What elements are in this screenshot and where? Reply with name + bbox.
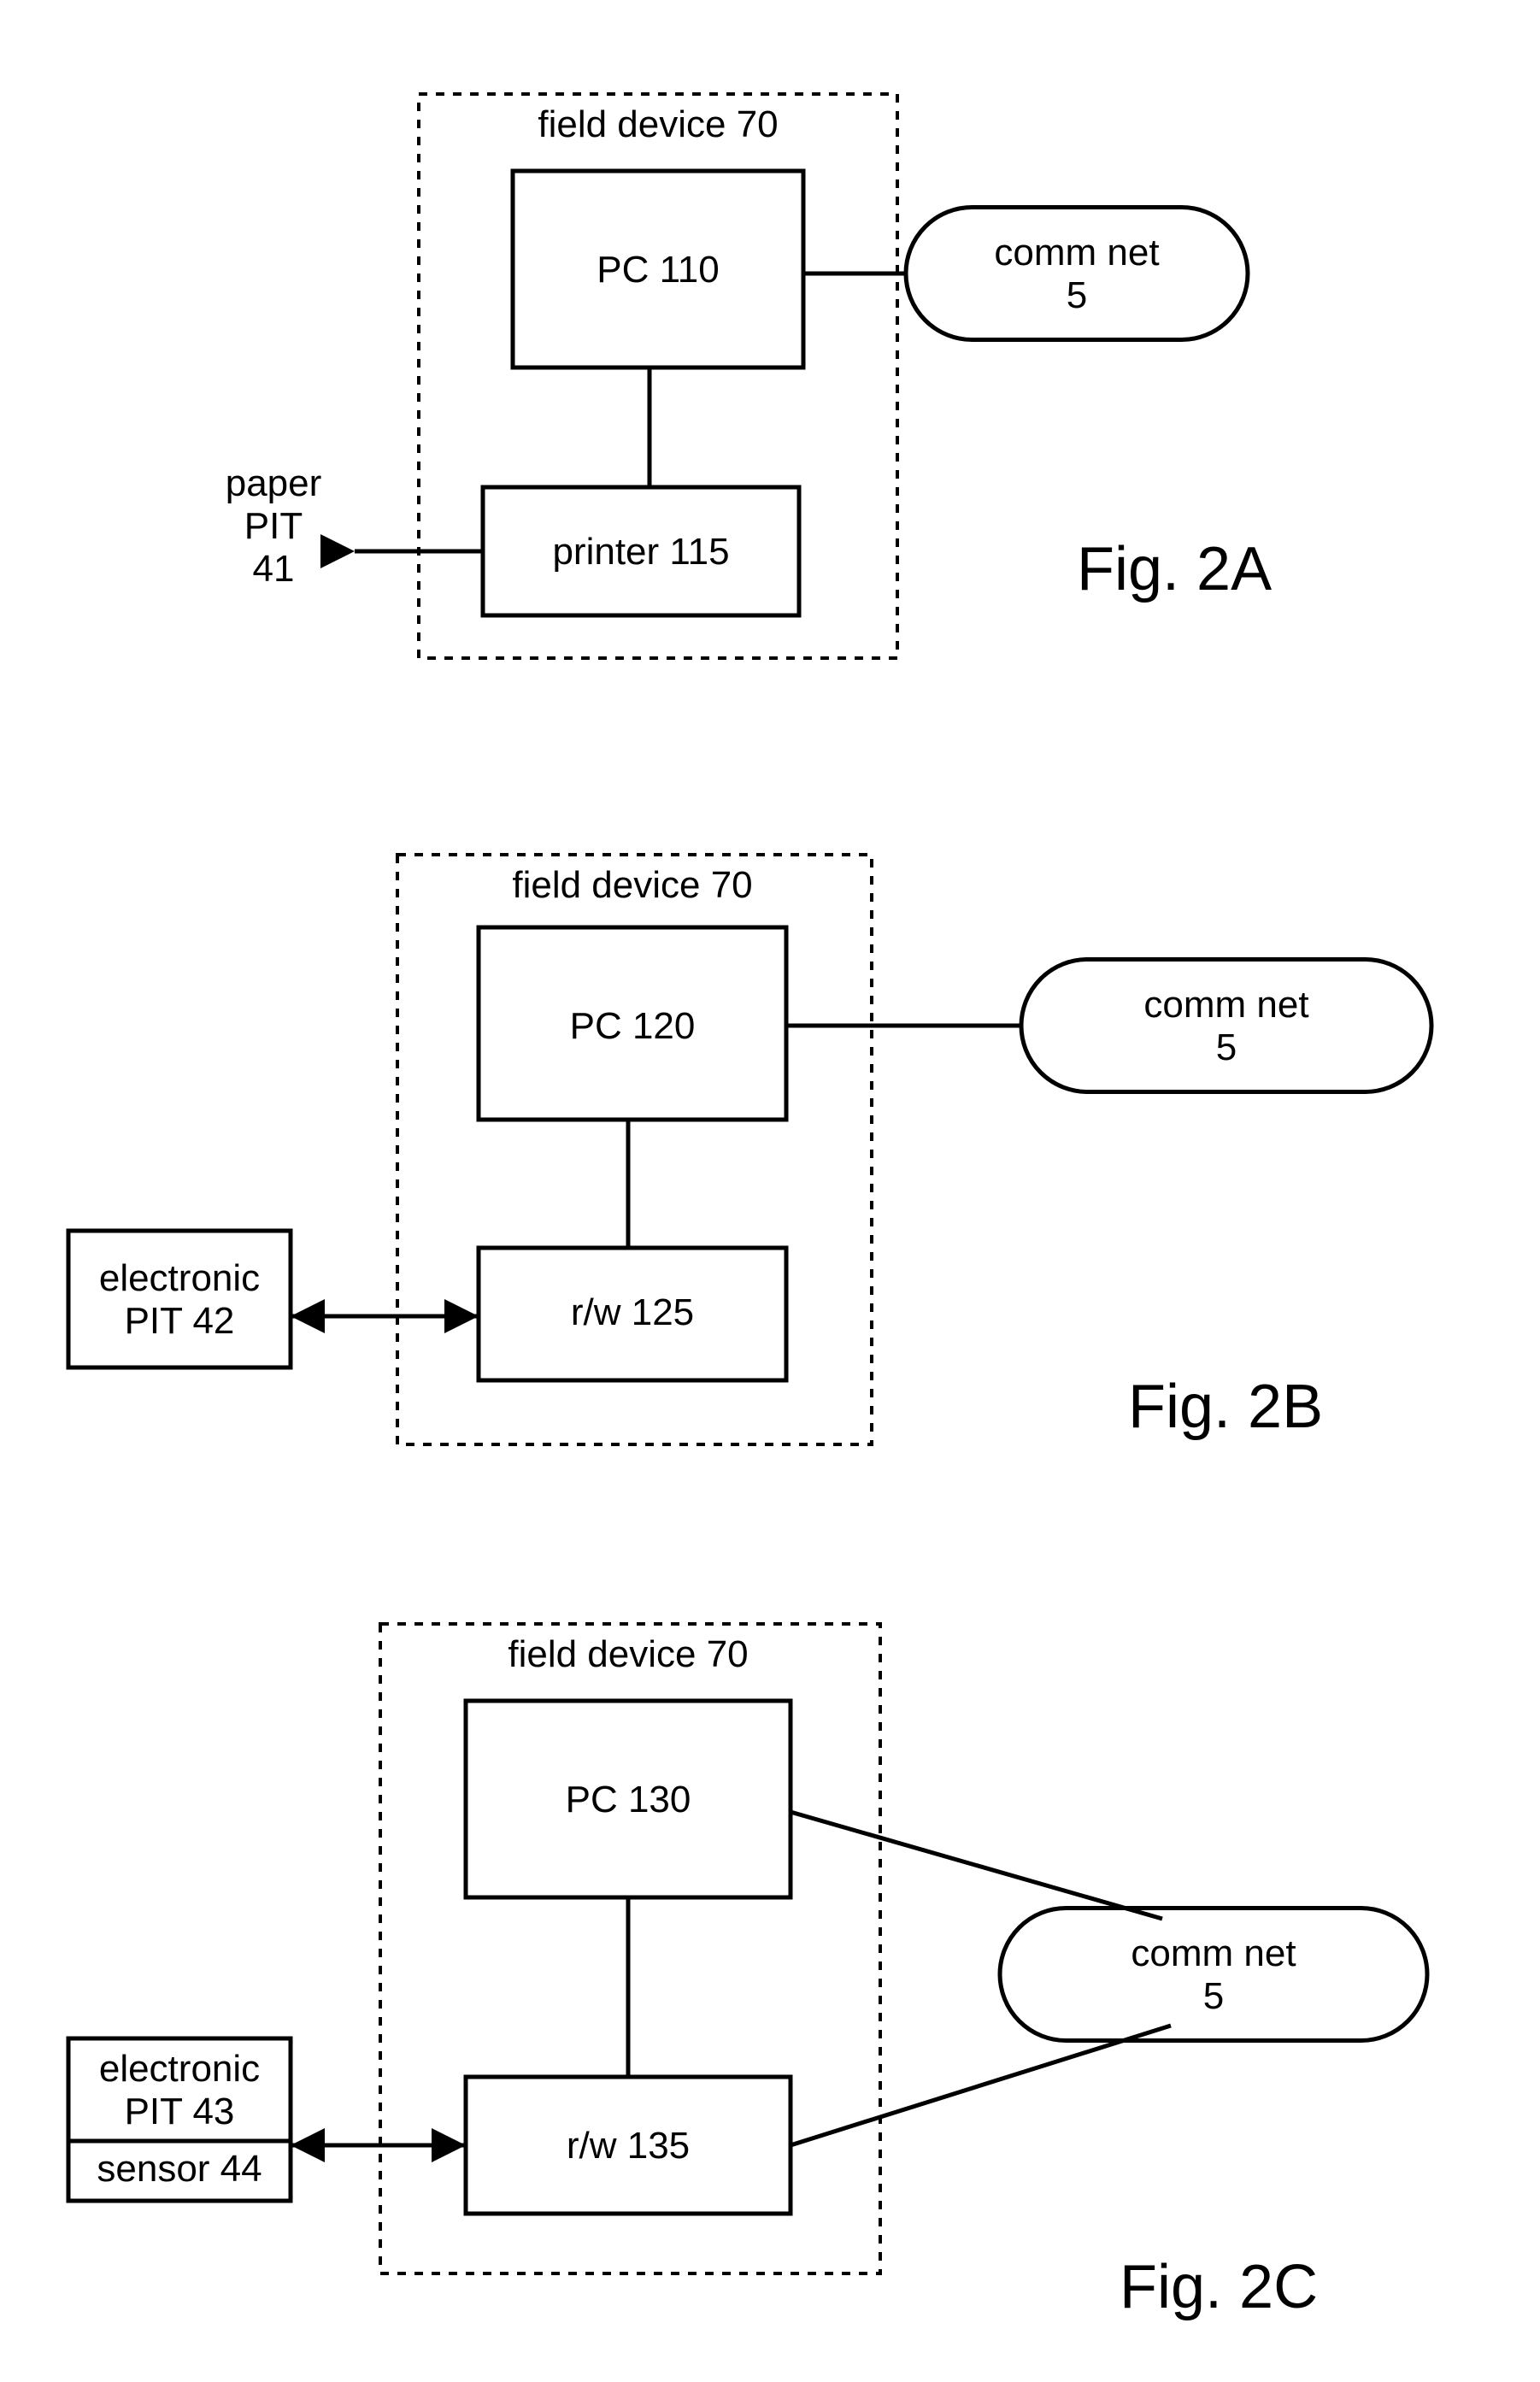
commnet-label1-2a: comm net: [994, 232, 1159, 273]
commnet-box-2a: [906, 208, 1248, 340]
field-device-box-2a: [419, 94, 897, 658]
fig-2c: field device 70 PC 130 r/w 135 comm net …: [68, 1624, 1427, 2321]
pc-label-2c: PC 130: [566, 1779, 691, 1820]
electronic-pit-label1-2c: electronic: [99, 2048, 260, 2090]
commnet-box-2c: [1000, 1909, 1427, 2041]
commnet-label2-2b: 5: [1216, 1026, 1237, 1068]
rw-label-2c: r/w 135: [567, 2125, 690, 2167]
paper-pit-label1-2a: paper: [226, 462, 322, 504]
figure-caption-2c: Fig. 2C: [1120, 2253, 1318, 2321]
conn-pc-commnet-2c: [791, 1812, 1162, 1919]
electronic-pit-label2-2b: PIT 42: [125, 1300, 235, 1342]
paper-pit-label2-2a: PIT: [244, 505, 303, 547]
commnet-label1-2c: comm net: [1131, 1932, 1296, 1974]
field-device-label-2a: field device 70: [538, 103, 778, 145]
electronic-pit-label2-2c: PIT 43: [125, 2091, 235, 2132]
conn-rw-commnet-2c: [791, 2026, 1171, 2145]
figure-caption-2b: Fig. 2B: [1128, 1373, 1323, 1441]
pc-label-2a: PC 110: [597, 249, 720, 291]
diagram-canvas: field device 70 PC 110 printer 115 comm …: [0, 0, 1540, 2382]
figure-caption-2a: Fig. 2A: [1077, 535, 1272, 603]
fig-2a: field device 70 PC 110 printer 115 comm …: [226, 94, 1272, 658]
pc-label-2b: PC 120: [570, 1005, 696, 1047]
fig-2b: field device 70 PC 120 r/w 125 comm net …: [68, 855, 1431, 1444]
sensor-label-2c: sensor 44: [97, 2148, 262, 2190]
field-device-box-2b: [397, 855, 872, 1444]
field-device-label-2c: field device 70: [508, 1633, 748, 1675]
commnet-label1-2b: comm net: [1143, 984, 1308, 1026]
electronic-pit-box-2b: [68, 1231, 291, 1367]
rw-label-2b: r/w 125: [571, 1291, 694, 1333]
paper-pit-label3-2a: 41: [253, 548, 295, 590]
field-device-label-2b: field device 70: [512, 864, 752, 906]
commnet-label2-2c: 5: [1203, 1975, 1224, 2017]
commnet-label2-2a: 5: [1067, 274, 1087, 316]
electronic-pit-label1-2b: electronic: [99, 1257, 260, 1299]
printer-label-2a: printer 115: [552, 531, 729, 573]
commnet-box-2b: [1021, 960, 1431, 1092]
